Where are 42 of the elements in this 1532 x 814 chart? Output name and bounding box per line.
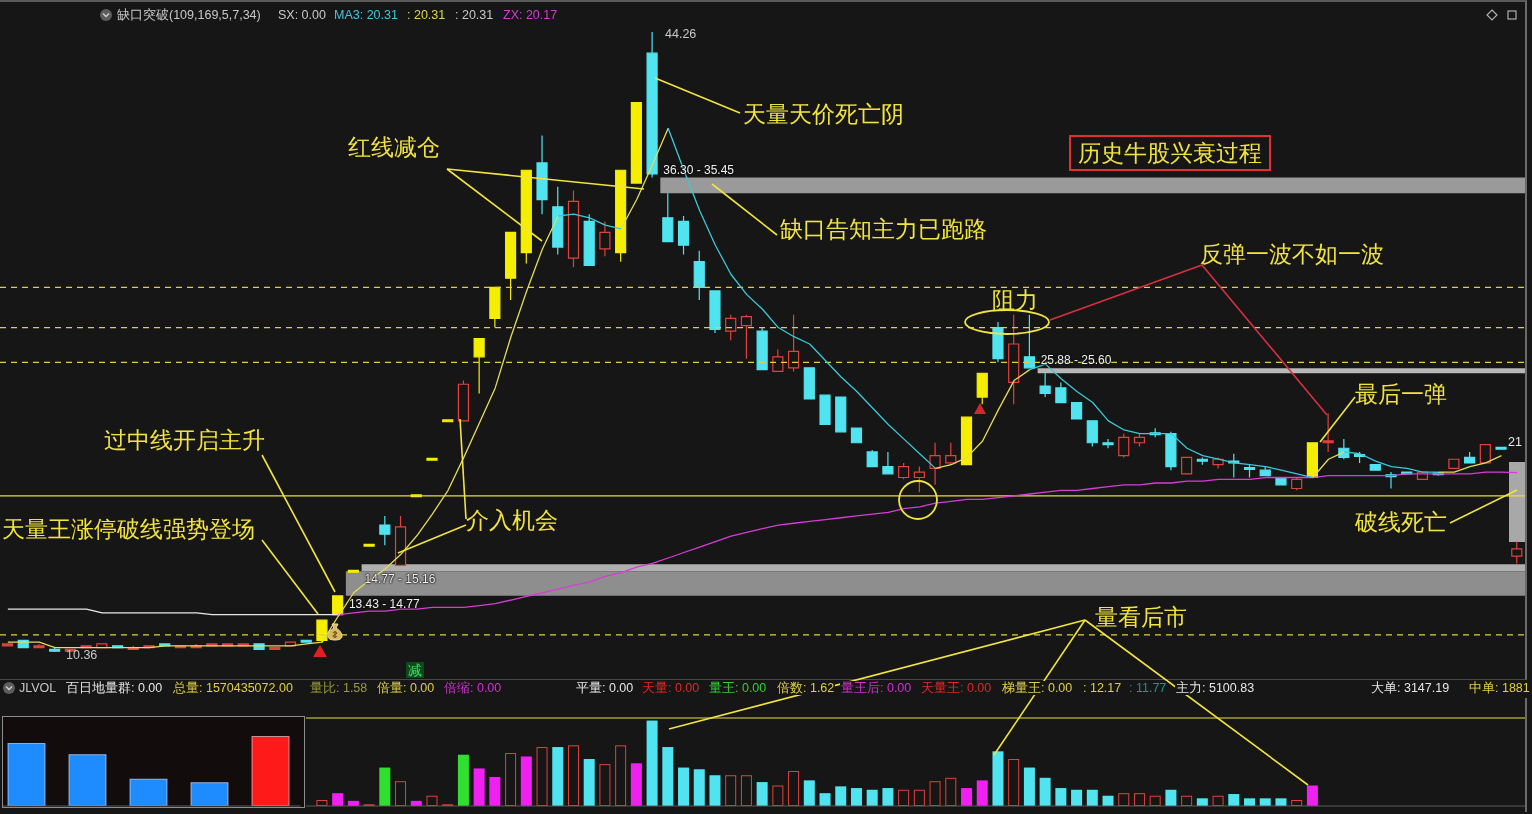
text: ZX: 20.17	[503, 8, 558, 23]
text: 量比: 1.58	[309, 681, 369, 696]
text: 减	[406, 662, 424, 679]
annotation: 量看后市	[1095, 604, 1187, 631]
text: 中单: 1881	[1468, 681, 1531, 696]
annotation: 最后一弹	[1355, 381, 1447, 408]
text: : 20.31	[455, 8, 494, 23]
annotation: 天量天价死亡阴	[743, 101, 904, 128]
text: : 12.17	[1082, 681, 1123, 696]
annotation: 缺口告知主力已跑路	[780, 216, 987, 243]
annotation: 阻力	[992, 287, 1038, 314]
annotation: 过中线开启主升	[104, 427, 265, 454]
annotation: 反弹一波不如一波	[1200, 241, 1384, 268]
text: SX: 0.00	[278, 8, 326, 23]
text: 梯量王: 0.00	[1001, 681, 1074, 696]
text: : 11.77	[1128, 681, 1168, 696]
text: 平量: 0.00	[575, 681, 635, 696]
annotation: 天量王涨停破线强势登场	[2, 516, 255, 543]
band-label: 13.43 - 14.77	[348, 596, 420, 611]
annotation: 10.36	[66, 648, 98, 663]
text: 天量王: 0.00	[920, 681, 993, 696]
annotation: 历史牛股兴衰过程	[1069, 135, 1271, 172]
text: 主力: 5100.83	[1175, 681, 1256, 696]
text: 倍数: 1.62	[776, 681, 836, 696]
text: MA3: 20.31	[334, 8, 398, 23]
text: 大单: 3147.19	[1370, 681, 1451, 696]
text: 倍缩: 0.00	[443, 681, 503, 696]
annotation: 21	[1507, 435, 1523, 450]
band-label: 25.88 - 25.60	[1040, 353, 1112, 368]
text: 量王后: 0.00	[840, 681, 913, 696]
text: 总量: 1570435072.00	[172, 681, 294, 696]
text: JLVOL	[18, 681, 58, 696]
text: 百日地量群: 0.00	[65, 681, 164, 696]
annotation: 介入机会	[466, 507, 558, 534]
text: : 20.31	[407, 8, 446, 23]
annotation: 红线减仓	[348, 134, 440, 161]
text: 量王: 0.00	[708, 681, 768, 696]
text: 倍量: 0.00	[376, 681, 436, 696]
text: 缺口突破(109,169,5,7,34)	[117, 8, 261, 23]
annotation: 44.26	[665, 27, 697, 42]
annotation: 破线死亡	[1355, 509, 1447, 536]
text: 天量: 0.00	[641, 681, 701, 696]
